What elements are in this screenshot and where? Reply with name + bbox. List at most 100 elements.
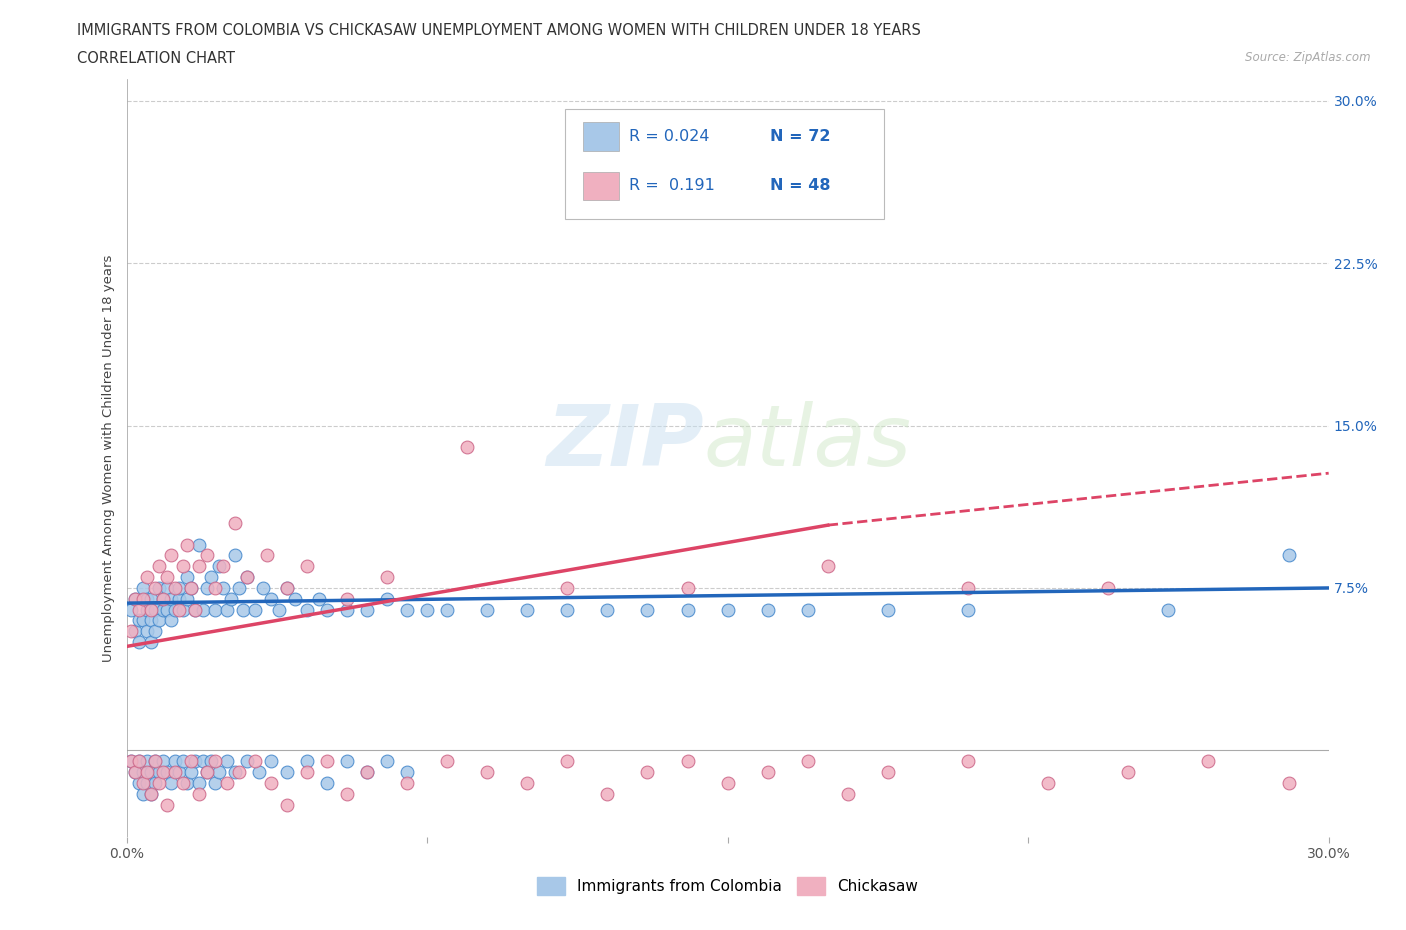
Point — [143, 580, 166, 595]
Point — [219, 591, 242, 606]
Point — [224, 548, 246, 563]
Point — [215, 603, 238, 618]
Point — [195, 764, 218, 779]
Text: R =  0.191: R = 0.191 — [628, 179, 714, 193]
Point — [120, 753, 142, 768]
Text: R = 0.024: R = 0.024 — [628, 129, 710, 144]
Point — [375, 591, 398, 606]
Point — [172, 776, 194, 790]
Point — [139, 603, 162, 618]
Point — [135, 591, 157, 606]
Point — [224, 515, 246, 530]
Point — [817, 559, 839, 574]
Point — [276, 580, 298, 595]
Point — [139, 764, 162, 779]
Point — [557, 603, 579, 618]
Point — [155, 764, 177, 779]
Point — [1277, 548, 1299, 563]
Point — [235, 753, 259, 768]
Point — [163, 764, 186, 779]
Point — [135, 776, 157, 790]
Point — [336, 753, 359, 768]
Point — [396, 764, 419, 779]
Point — [315, 776, 337, 790]
Point — [128, 613, 150, 628]
Point — [159, 613, 181, 628]
Point — [356, 764, 378, 779]
Point — [163, 753, 186, 768]
Point — [211, 580, 233, 595]
FancyBboxPatch shape — [565, 110, 884, 219]
Point — [180, 580, 202, 595]
Point — [152, 753, 174, 768]
Point — [172, 559, 194, 574]
Point — [152, 764, 174, 779]
Point — [163, 580, 186, 595]
Point — [267, 603, 290, 618]
Point — [124, 624, 146, 639]
Point — [176, 570, 198, 585]
Point — [284, 591, 307, 606]
Point — [148, 613, 170, 628]
Point — [295, 559, 318, 574]
Point — [135, 764, 157, 779]
Point — [235, 570, 259, 585]
Point — [195, 548, 218, 563]
Point — [676, 603, 699, 618]
Point — [180, 580, 202, 595]
Point — [228, 580, 250, 595]
Point — [128, 753, 150, 768]
Point — [396, 776, 419, 790]
Point — [167, 603, 190, 618]
Y-axis label: Unemployment Among Women with Children Under 18 years: Unemployment Among Women with Children U… — [103, 254, 115, 662]
Point — [336, 603, 359, 618]
Point — [131, 764, 153, 779]
Point — [636, 764, 658, 779]
Point — [187, 786, 209, 801]
Point — [128, 603, 150, 618]
Point — [475, 603, 498, 618]
Point — [557, 580, 579, 595]
Point — [120, 603, 142, 618]
Point — [211, 559, 233, 574]
Point — [295, 764, 318, 779]
Point — [456, 440, 478, 455]
Point — [180, 753, 202, 768]
Point — [356, 603, 378, 618]
Point — [475, 764, 498, 779]
Point — [131, 613, 153, 628]
Point — [180, 764, 202, 779]
Point — [152, 591, 174, 606]
Point — [200, 570, 222, 585]
Point — [195, 764, 218, 779]
Point — [1198, 753, 1220, 768]
Point — [208, 764, 231, 779]
Point — [956, 580, 979, 595]
Point — [276, 764, 298, 779]
Point — [131, 580, 153, 595]
Point — [187, 559, 209, 574]
Point — [204, 753, 226, 768]
Point — [183, 603, 205, 618]
Point — [200, 753, 222, 768]
Point — [276, 580, 298, 595]
Point — [837, 786, 859, 801]
Point — [128, 776, 150, 790]
Point — [252, 580, 274, 595]
Point — [676, 753, 699, 768]
Point — [159, 591, 181, 606]
Point — [148, 559, 170, 574]
Point — [120, 624, 142, 639]
Point — [756, 764, 779, 779]
Point — [243, 753, 266, 768]
Point — [232, 603, 254, 618]
Point — [636, 603, 658, 618]
Point — [155, 580, 177, 595]
Point — [135, 603, 157, 618]
Point — [260, 776, 283, 790]
Point — [436, 753, 458, 768]
Point — [436, 603, 458, 618]
Point — [135, 753, 157, 768]
Point — [135, 624, 157, 639]
Point — [204, 776, 226, 790]
